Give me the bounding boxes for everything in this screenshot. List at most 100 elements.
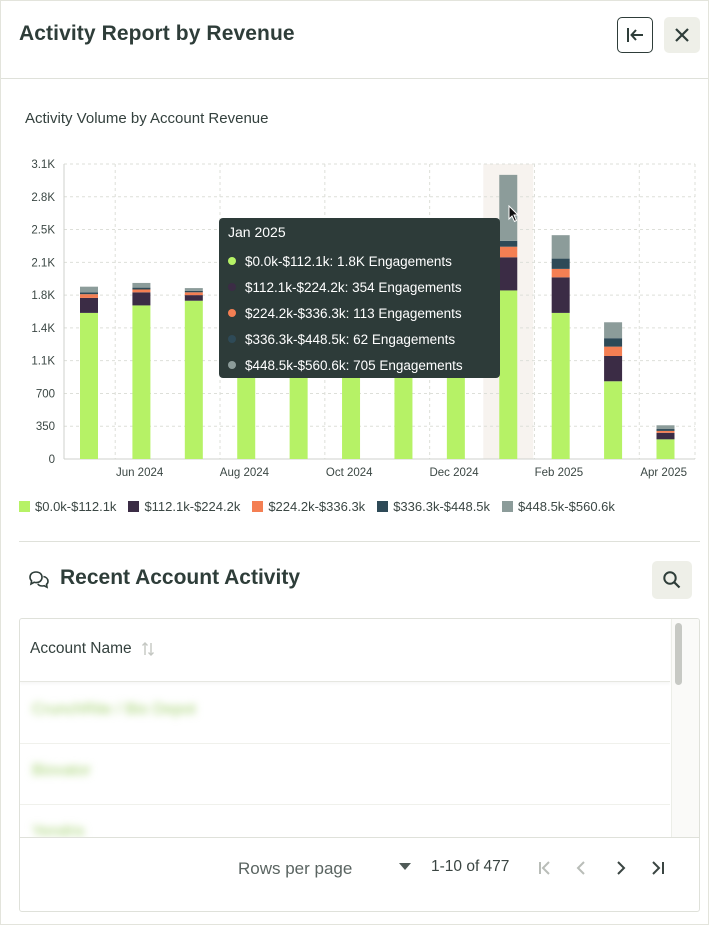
last-page-icon xyxy=(652,861,664,875)
tooltip-row: $336.3k-$448.5k: 62 Engagements xyxy=(228,326,491,352)
tooltip-label: $448.5k-$560.6k: 705 Engagements xyxy=(245,357,463,373)
recent-activity-title: Recent Account Activity xyxy=(60,566,300,589)
chart-area: 0 350 700 1.1K 1.4K 1.8K 2.1K 2.5K 2.8K 3.1K Jun 2… xyxy=(1,79,708,541)
tooltip-row: $224.2k-$336.3k: 113 Engagements xyxy=(228,300,491,326)
bar-segment xyxy=(80,294,98,298)
tooltip-title: Jan 2025 xyxy=(228,224,286,240)
y-tick-label: 1.1K xyxy=(31,356,55,368)
table-scrollbar[interactable] xyxy=(671,619,699,837)
tooltip-dot xyxy=(228,361,236,369)
legend-label: $448.5k-$560.6k xyxy=(518,499,615,514)
table-header: Account Name xyxy=(20,619,670,682)
tooltip-row: $448.5k-$560.6k: 705 Engagements xyxy=(228,352,491,378)
search-button[interactable] xyxy=(652,561,692,599)
account-name-cell[interactable]: CrunchRite / Bio Depot xyxy=(32,701,196,718)
account-name-cell[interactable]: Yendrix xyxy=(32,823,85,840)
y-tick-label: 2.1K xyxy=(31,257,55,269)
tooltip-dot xyxy=(228,283,236,291)
previous-page-button[interactable] xyxy=(571,857,593,879)
bar-segment xyxy=(132,305,151,459)
bar-segment xyxy=(604,381,623,459)
x-tick-label: Jun 2024 xyxy=(116,467,164,479)
last-page-button[interactable] xyxy=(647,857,669,879)
page-range: 1-10 of 477 xyxy=(431,858,510,875)
legend-swatch xyxy=(19,501,30,512)
bar-segment xyxy=(132,287,151,290)
legend-item[interactable]: $0.0k-$112.1k xyxy=(19,499,116,514)
bar-segment xyxy=(551,277,570,313)
bar-segment xyxy=(184,288,203,291)
bar-segment xyxy=(551,268,570,278)
y-tick-label: 1.8K xyxy=(31,290,55,302)
mouse-cursor-icon xyxy=(508,205,520,223)
bar-segment xyxy=(656,439,675,459)
chart-legend: $0.0k-$112.1k $112.1k-$224.2k $224.2k-$336… xyxy=(19,499,615,514)
chart-subtitle: Activity Volume by Account Revenue xyxy=(25,110,269,127)
table-pagination: Rows per page 1-10 of 477 xyxy=(20,837,699,898)
bar-segment xyxy=(656,429,675,431)
legend-item[interactable]: $112.1k-$224.2k xyxy=(128,499,240,514)
account-name-cell[interactable]: Biovator xyxy=(32,762,91,779)
table-row[interactable]: Biovator xyxy=(20,743,670,805)
legend-item[interactable]: $224.2k-$336.3k xyxy=(252,499,365,514)
sort-arrows-icon[interactable] xyxy=(141,641,155,657)
bar-segment xyxy=(184,292,203,296)
bar-segment xyxy=(80,292,98,295)
y-tick-label: 1.4K xyxy=(31,323,55,335)
next-page-button[interactable] xyxy=(610,857,632,879)
bar-segment xyxy=(551,312,570,459)
bar-segment xyxy=(132,289,151,293)
bar-segment xyxy=(184,295,203,301)
x-tick-label: Feb 2025 xyxy=(535,467,584,479)
legend-label: $0.0k-$112.1k xyxy=(35,499,117,514)
chevron-left-icon xyxy=(576,861,585,875)
tooltip-row: $0.0k-$112.1k: 1.8K Engagements xyxy=(228,248,491,274)
bar-segment xyxy=(551,235,570,259)
legend-item[interactable]: $448.5k-$560.6k xyxy=(502,499,615,514)
column-header-account-name[interactable]: Account Name xyxy=(30,640,155,658)
collapse-left-icon xyxy=(627,28,643,42)
bar-segment xyxy=(184,300,203,459)
tooltip-dot xyxy=(228,335,236,343)
bar-segment xyxy=(132,292,151,306)
scrollbar-thumb[interactable] xyxy=(675,623,682,685)
section-divider xyxy=(19,541,700,542)
y-tick-label: 2.8K xyxy=(31,192,55,204)
close-button[interactable] xyxy=(664,17,700,53)
tooltip-dot xyxy=(228,257,236,265)
bar-segment xyxy=(656,432,675,440)
collapse-button[interactable] xyxy=(617,17,653,53)
tooltip-dot xyxy=(228,309,236,317)
bar-segment xyxy=(499,290,518,459)
recent-activity-header: Recent Account Activity xyxy=(1,556,708,606)
legend-swatch xyxy=(377,501,389,512)
legend-swatch xyxy=(252,501,264,512)
tooltip-label: $224.2k-$336.3k: 113 Engagements xyxy=(245,305,462,321)
first-page-icon xyxy=(539,861,550,875)
bar-segment xyxy=(80,297,98,313)
bar-segment xyxy=(604,355,623,382)
x-tick-label: Oct 2024 xyxy=(326,467,373,479)
y-tick-label: 700 xyxy=(36,388,55,400)
tooltip-label: $336.3k-$448.5k: 62 Engagements xyxy=(245,331,456,347)
first-page-button[interactable] xyxy=(534,857,556,879)
legend-label: $336.3k-$448.5k xyxy=(393,499,491,514)
bar-segment xyxy=(80,286,98,293)
y-tick-label: 350 xyxy=(36,421,55,433)
legend-item[interactable]: $336.3k-$448.5k xyxy=(377,499,490,514)
bar-segment xyxy=(604,338,623,347)
bar-segment xyxy=(499,257,518,291)
accounts-table: Account Name CrunchRite / Bio Depot Biov… xyxy=(19,618,700,912)
search-icon xyxy=(663,571,681,589)
chat-bubbles-icon xyxy=(29,571,49,589)
bar-segment xyxy=(604,346,623,356)
x-tick-label: Dec 2024 xyxy=(429,467,479,479)
bar-segment xyxy=(604,322,623,339)
y-tick-label: 0 xyxy=(49,454,55,466)
bar-segment xyxy=(132,282,151,288)
rows-per-page-dropdown[interactable] xyxy=(399,863,411,871)
table-row[interactable]: CrunchRite / Bio Depot xyxy=(20,682,670,744)
chevron-right-icon xyxy=(617,861,626,875)
tooltip-label: $0.0k-$112.1k: 1.8K Engagements xyxy=(245,253,452,269)
